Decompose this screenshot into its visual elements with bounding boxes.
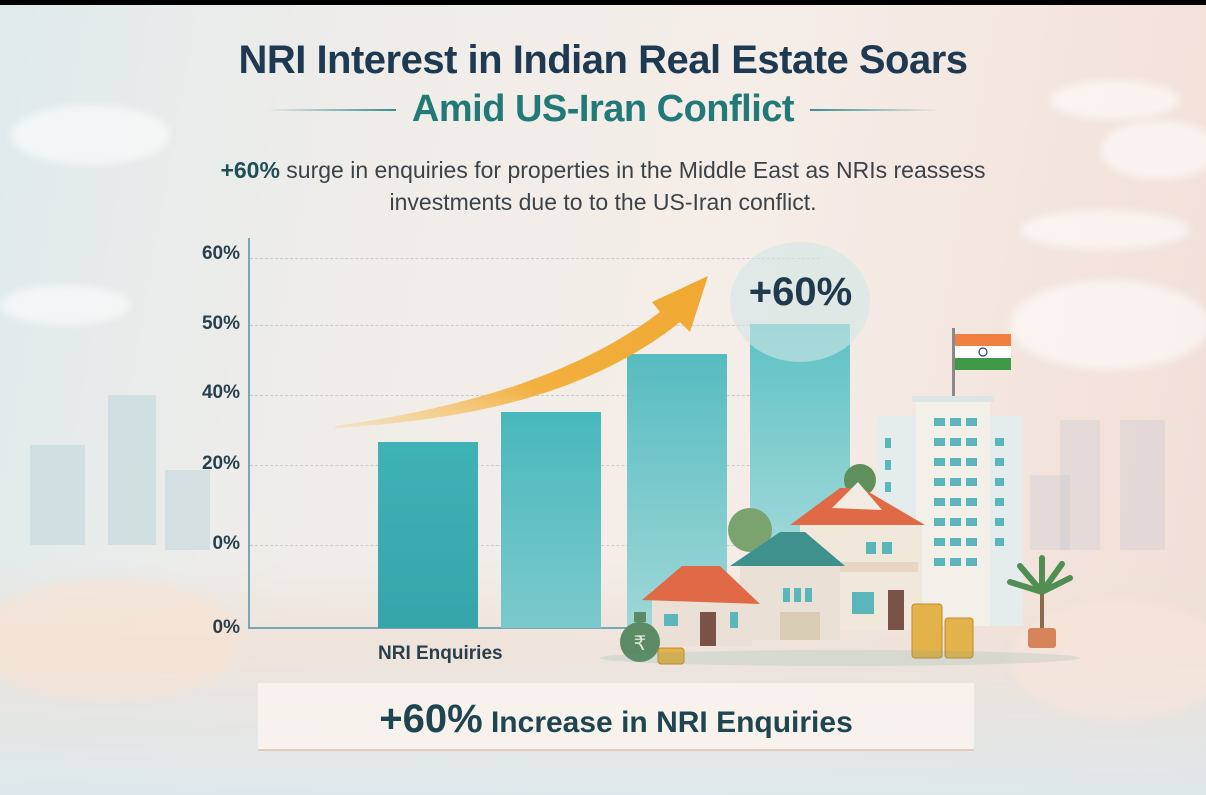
y-tick-label: 60% [201,243,240,264]
description: +60% surge in enquiries for properties i… [200,154,1006,218]
title-divider-left [265,108,396,111]
page-title: NRI Interest in Indian Real Estate Soars [238,38,968,82]
bar-1 [378,442,478,628]
top-border [0,0,1206,5]
description-highlight: +60% [220,157,280,183]
x-axis [248,627,668,629]
x-axis-label: NRI Enquiries [378,643,503,664]
bar-2 [501,412,601,628]
badge-circle [730,242,870,362]
summary-banner: +60% Increase in NRI Enquiries [258,683,974,751]
india-flag-icon [952,328,1011,398]
house-teal-roof-icon [730,532,845,640]
summary-text: +60% Increase in NRI Enquiries [258,697,974,742]
house-small-icon [642,566,760,646]
trend-arrow-icon [335,276,708,428]
summary-highlight: +60% [379,697,483,741]
page-title-line2: Amid US-Iran Conflict [411,88,795,130]
y-tick-label: 20% [201,453,240,474]
title-divider-right [810,108,941,111]
y-tick-label: 40% [201,382,240,403]
y-tick-label: 50% [201,313,240,334]
description-text: surge in enquiries for properties in the… [279,157,986,215]
y-tick-label: 0% [212,533,240,554]
svg-text:₹: ₹ [634,631,647,655]
page-subtitle-row: Amid US-Iran Conflict [0,88,1206,131]
summary-label: Increase in NRI Enquiries [482,706,853,739]
rupee-money-bag-icon: ₹ [620,612,660,662]
y-tick-label: 0% [212,617,240,638]
real-estate-illustration: ₹ [600,328,1080,666]
gridline [250,325,820,326]
gold-coins-icon [657,603,974,665]
palm-tree-icon [1007,555,1073,648]
y-axis [248,238,250,628]
growth-badge: +60% [748,270,853,314]
gridline [250,258,820,259]
